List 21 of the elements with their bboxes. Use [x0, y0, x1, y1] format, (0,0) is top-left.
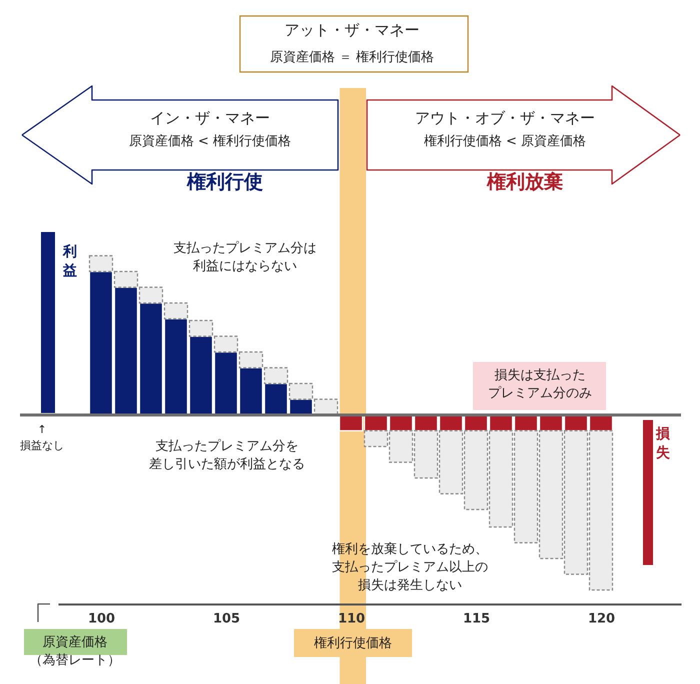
text: 原資産価格 ＝ 権利行使価格: [270, 49, 434, 65]
text: 権利放棄: [486, 171, 563, 193]
band-label: 権利行使価格: [314, 636, 392, 651]
x-tick-label: 100: [88, 612, 116, 626]
x-axis-title: 原資産価格（為替レート）: [30, 634, 120, 668]
text: 権利行使: [186, 171, 263, 193]
annotation: 損失: [655, 426, 671, 461]
text: 権利行使価格 < 原資産価格: [424, 133, 586, 149]
text: アウト・オブ・ザ・マネー: [415, 109, 595, 127]
annotation: 支払ったプレミアム分は利益にはならない: [174, 241, 316, 274]
text: イン・ザ・マネー: [150, 109, 270, 127]
x-tick-label: 105: [212, 612, 240, 626]
annotation: 利益: [62, 244, 77, 279]
annotation: 支払ったプレミアム分を差し引いた額が利益となる: [149, 439, 305, 472]
x-tick-label: 120: [588, 612, 616, 626]
x-tick-label: 115: [462, 612, 490, 626]
x-tick-label: 110: [338, 612, 366, 626]
annotation: ↑ 損益なし: [20, 423, 64, 452]
text: アット・ザ・マネー: [284, 21, 420, 39]
text: 原資産価格 < 権利行使価格: [128, 133, 292, 149]
annotation: 損失は支払ったプレミアム分のみ: [488, 368, 592, 401]
